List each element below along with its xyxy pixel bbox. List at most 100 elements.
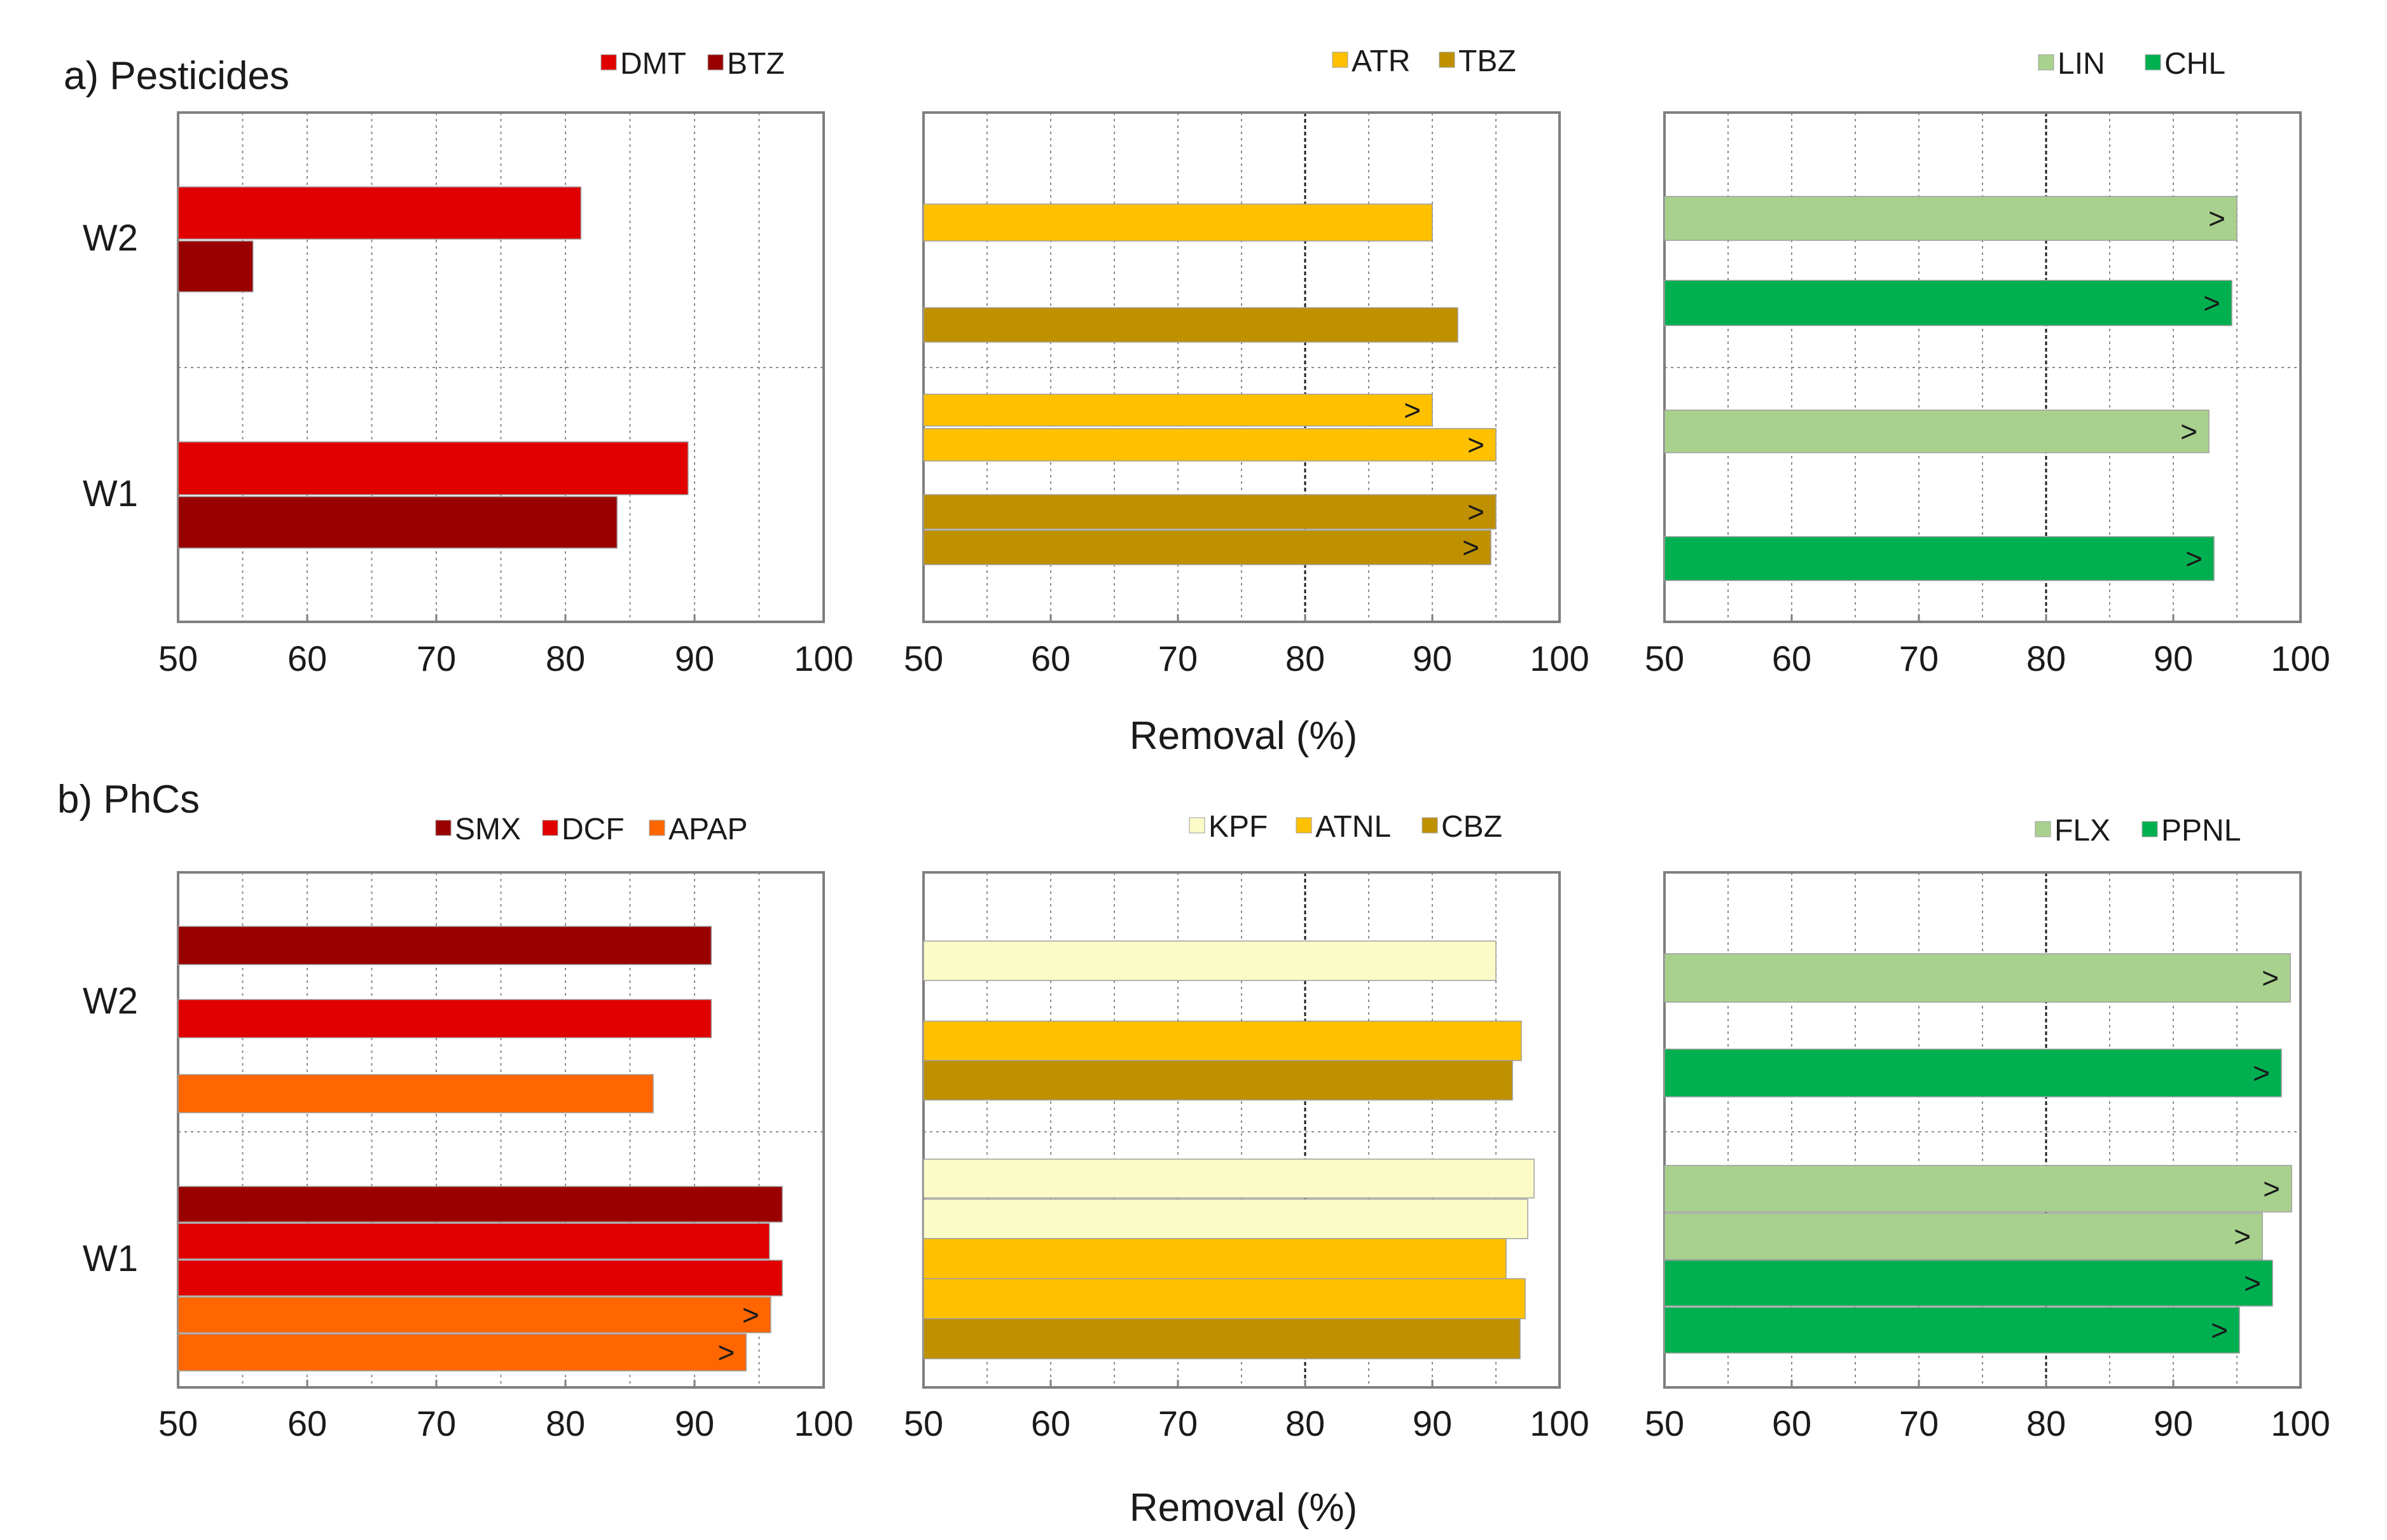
- bar-w1-apap: [177, 1333, 747, 1372]
- bar-w1-dmt: [177, 441, 689, 495]
- axes-frame: [1663, 111, 2302, 623]
- category-label-w1: W1: [83, 473, 138, 514]
- greater-than-marker: >: [2263, 1172, 2280, 1206]
- legend-swatch-apap: [649, 820, 665, 836]
- legend-swatch-lin: [2038, 54, 2054, 71]
- x-tick-label: 70: [1899, 638, 1939, 678]
- section-title-pesticides: a) Pesticides: [64, 54, 289, 98]
- x-tick-label: 100: [2271, 1403, 2330, 1443]
- greater-than-marker: >: [2253, 1057, 2270, 1090]
- bar-w2-tbz: [923, 307, 1458, 343]
- x-tick-label: 100: [1530, 638, 1589, 678]
- bar-w2-dcf: [177, 999, 712, 1038]
- category-label-w2: W2: [83, 980, 138, 1022]
- bar-w1-atnl: [923, 1238, 1507, 1279]
- legend-label-chl: CHL: [2164, 47, 2225, 81]
- bar-w1-cbz: [923, 1318, 1521, 1359]
- x-tick-label: 80: [546, 638, 585, 678]
- x-tick-label: 90: [2154, 1403, 2193, 1443]
- legend-swatch-chl: [2145, 54, 2161, 71]
- greater-than-marker: >: [1467, 429, 1484, 462]
- bar-w1-atr: [923, 394, 1433, 427]
- x-tick-label: 50: [904, 1403, 943, 1443]
- bar-w1-flx: [1664, 1213, 2263, 1260]
- x-tick-label: 70: [417, 1403, 456, 1443]
- greater-than-marker: >: [2244, 1267, 2261, 1300]
- bar-w2-btz: [177, 240, 254, 292]
- legend-swatch-btz: [707, 54, 724, 71]
- x-tick-label: 60: [1772, 638, 1811, 678]
- x-tick-label: 60: [1772, 1403, 1811, 1443]
- legend-label-dmt: DMT: [620, 47, 686, 81]
- x-tick-label: 70: [1158, 1403, 1198, 1443]
- x-tick-label: 90: [2154, 638, 2193, 678]
- bar-w2-smx: [177, 926, 712, 965]
- greater-than-marker: >: [1404, 394, 1421, 427]
- bar-w2-chl: [1664, 280, 2232, 326]
- bar-w1-tbz: [923, 530, 1491, 565]
- legend-label-atr: ATR: [1352, 45, 1410, 78]
- x-tick-label: 80: [2026, 1403, 2066, 1443]
- bar-w1-atnl: [923, 1278, 1526, 1319]
- x-tick-label: 50: [158, 1403, 198, 1443]
- x-tick-label: 100: [1530, 1403, 1589, 1443]
- chart-panel-5: 50 60 70 80 90 100 KPF ATNL CBZ: [904, 810, 1589, 1443]
- chart-panel-3: 50 60 70 80 90 100 > > > > LIN CHL: [1645, 47, 2330, 678]
- greater-than-marker: >: [1462, 531, 1479, 564]
- axes-frame: [177, 111, 825, 623]
- legend-label-apap: APAP: [668, 813, 748, 846]
- bar-w2-dmt: [177, 186, 582, 240]
- bar-w2-apap: [177, 1074, 654, 1113]
- bar-w1-atr: [923, 428, 1497, 462]
- bar-w2-kpf: [923, 940, 1497, 981]
- bar-w2-flx: [1664, 953, 2291, 1003]
- legend-label-ppnl: PPNL: [2161, 814, 2241, 848]
- x-tick-label: 90: [675, 1403, 714, 1443]
- x-tick-label: 80: [1285, 638, 1325, 678]
- x-tick-label: 80: [546, 1403, 585, 1443]
- x-tick-label: 50: [158, 638, 198, 678]
- greater-than-marker: >: [2180, 415, 2197, 448]
- category-label-w2: W2: [83, 217, 138, 259]
- legend-swatch-kpf: [1189, 817, 1205, 834]
- chart-panel-1: 50 60 70 80 90 100 W2 W1 DMT BTZ: [83, 47, 854, 678]
- x-tick-label: 90: [1413, 1403, 1452, 1443]
- bar-w1-dcf: [177, 1260, 783, 1296]
- chart-panel-2: 50 60 70 80 90 100>>>>ATR TBZ: [904, 45, 1589, 678]
- bar-w2-atr: [923, 203, 1433, 242]
- bar-w1-chl: [1664, 536, 2215, 581]
- axes-frame: [922, 871, 1561, 1389]
- x-tick-label: 100: [794, 1403, 853, 1443]
- legend-swatch-atnl: [1296, 817, 1312, 834]
- legend-swatch-dmt: [600, 54, 617, 71]
- legend-label-btz: BTZ: [727, 47, 785, 81]
- section-title-phcs: b) PhCs: [57, 778, 200, 822]
- legend-swatch-flx: [2035, 821, 2051, 837]
- greater-than-marker: >: [2211, 1314, 2228, 1347]
- bar-w1-ppnl: [1664, 1307, 2240, 1354]
- legend-swatch-smx: [435, 820, 452, 836]
- bar-w1-kpf: [923, 1199, 1528, 1239]
- greater-than-marker: >: [2208, 202, 2225, 235]
- chart-panel-6: 50 60 70 80 90 100 > > > > > > FLX PPNL: [1645, 814, 2330, 1443]
- greater-than-marker: >: [2203, 287, 2220, 320]
- legend-label-atnl: ATNL: [1315, 810, 1391, 844]
- x-tick-label: 70: [1899, 1403, 1939, 1443]
- x-axis-title-bottom: Removal (%): [1130, 1486, 1357, 1530]
- chart-panel-4: 50 60 70 80 90 100 W2 W1 >> SMX DCF APAP: [83, 813, 854, 1443]
- x-tick-label: 60: [1031, 638, 1070, 678]
- x-tick-label: 50: [1645, 1403, 1684, 1443]
- x-tick-label: 70: [417, 638, 456, 678]
- category-label-w1: W1: [83, 1238, 138, 1279]
- axes-frame: [922, 111, 1561, 623]
- bar-w2-lin: [1664, 196, 2238, 241]
- legend-label-tbz: TBZ: [1458, 45, 1516, 78]
- bar-w1-dcf: [177, 1223, 770, 1260]
- bar-w2-atnl: [923, 1021, 1522, 1061]
- greater-than-marker: >: [2234, 1220, 2251, 1253]
- legend-swatch-cbz: [1422, 817, 1438, 834]
- x-tick-label: 90: [1413, 638, 1452, 678]
- legend-swatch-dcf: [542, 820, 558, 836]
- legend-label-kpf: KPF: [1208, 810, 1268, 844]
